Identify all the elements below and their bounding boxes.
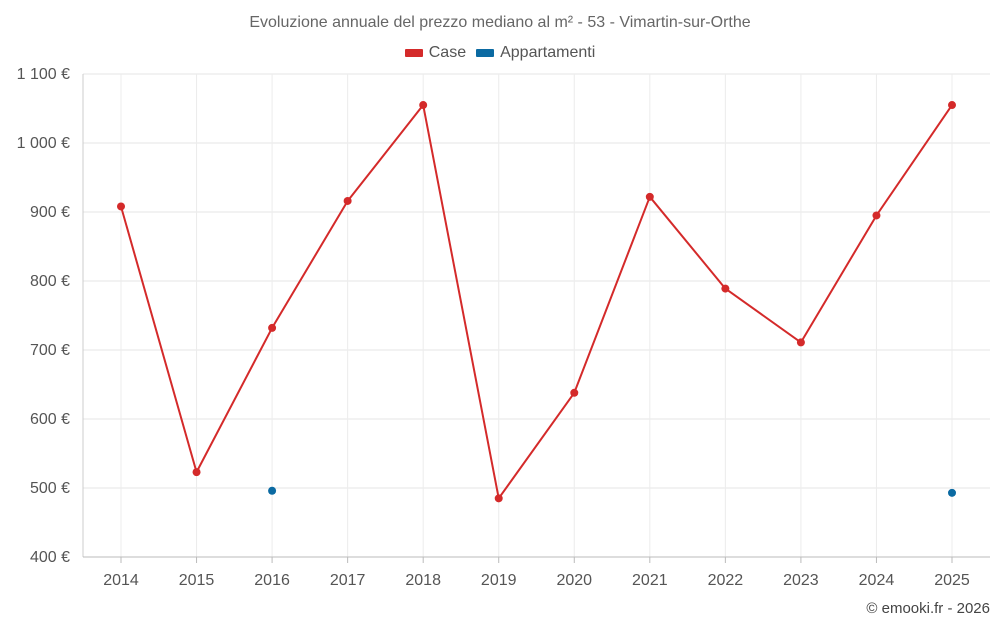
data-point-case	[343, 196, 352, 205]
x-tick-label: 2017	[330, 572, 366, 589]
x-tick-label: 2016	[254, 572, 290, 589]
data-point-case	[948, 101, 956, 110]
x-tick-label: 2022	[708, 572, 744, 589]
data-point-case	[117, 202, 125, 211]
legend-swatch-case	[404, 49, 423, 57]
data-point-case	[721, 284, 730, 293]
data-point-case	[645, 192, 654, 201]
data-point-case	[796, 338, 805, 347]
legend-item-appartamenti[interactable]: Appartamenti	[476, 44, 595, 62]
data-point-appartamenti	[268, 486, 277, 495]
data-point-case	[570, 388, 579, 397]
data-point-case	[419, 101, 428, 110]
y-tick-label: 900 €	[30, 204, 70, 221]
y-tick-label: 400 €	[30, 549, 70, 566]
x-tick-label: 2014	[103, 572, 139, 589]
legend-swatch-appartamenti	[476, 49, 495, 57]
data-point-case	[268, 323, 277, 332]
y-tick-label: 500 €	[30, 480, 70, 497]
series-line-case	[120, 104, 953, 500]
data-point-case	[494, 494, 503, 503]
x-tick-label: 2021	[632, 572, 668, 589]
x-tick-label: 2019	[481, 572, 517, 589]
data-point-case	[872, 211, 881, 220]
x-tick-label: 2025	[934, 572, 970, 589]
chart-title: Evoluzione annuale del prezzo mediano al…	[249, 14, 751, 31]
y-tick-label: 600 €	[30, 411, 70, 428]
y-tick-label: 700 €	[30, 342, 70, 359]
data-point-case	[192, 468, 201, 477]
x-tick-label: 2015	[179, 572, 215, 589]
data-point-appartamenti	[948, 488, 956, 497]
x-tick-label: 2023	[783, 572, 819, 589]
y-tick-label: 800 €	[30, 273, 70, 290]
x-tick-label: 2020	[556, 572, 592, 589]
legend-label-case: Case	[428, 44, 467, 61]
legend-label-appartamenti: Appartamenti	[500, 44, 596, 61]
x-tick-label: 2018	[405, 572, 441, 589]
credit-text: © emooki.fr - 2026	[866, 600, 990, 617]
y-tick-label: 1 000 €	[17, 135, 70, 152]
legend: Case Appartamenti	[0, 44, 1000, 62]
y-tick-label: 1 100 €	[17, 66, 70, 83]
legend-item-case[interactable]: Case	[404, 44, 467, 62]
x-tick-label: 2024	[859, 572, 895, 589]
